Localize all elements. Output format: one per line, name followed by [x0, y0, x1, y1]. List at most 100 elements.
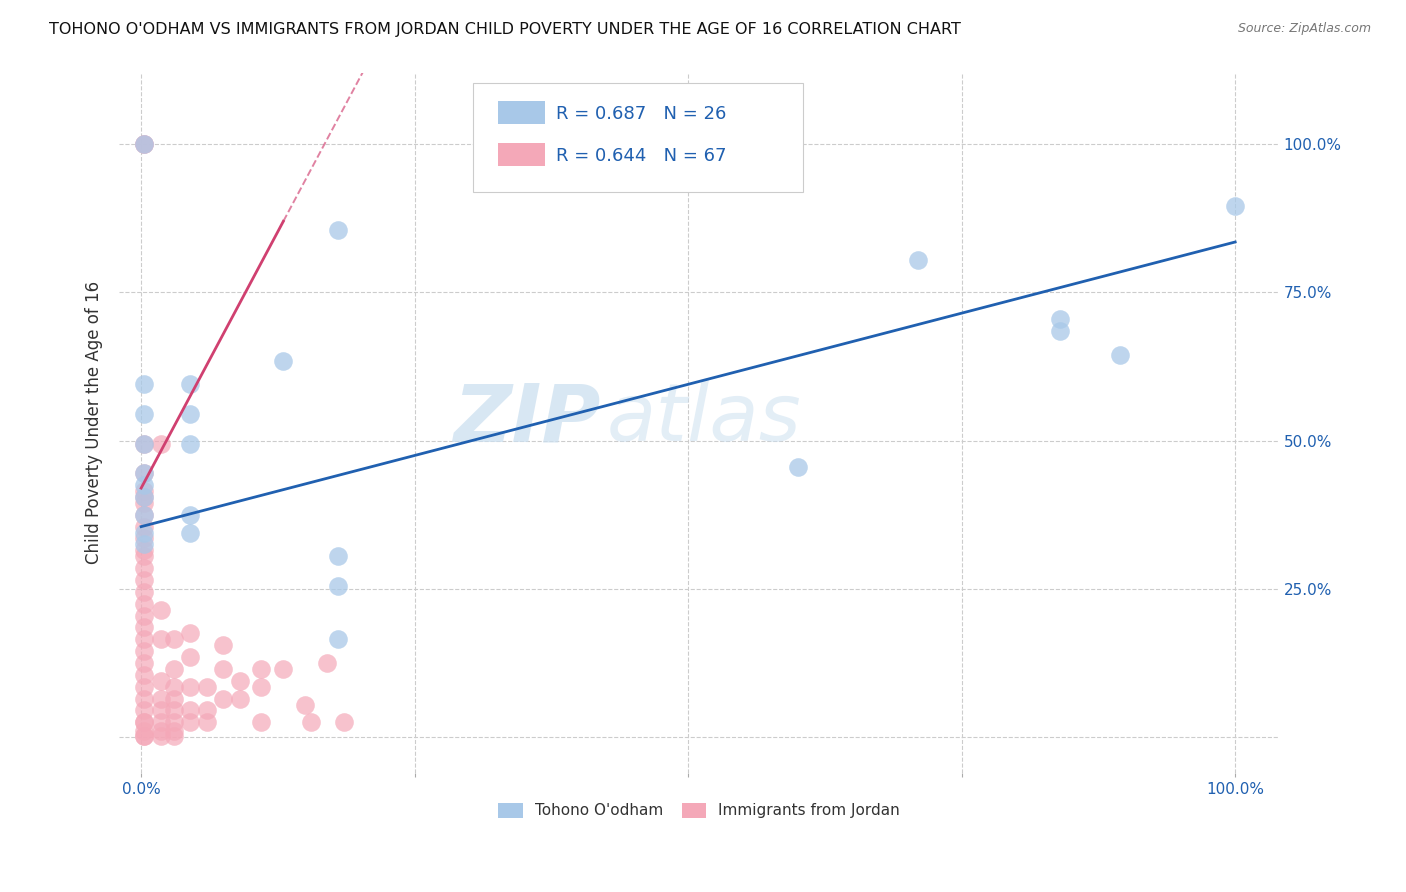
Point	[149, 691, 172, 706]
FancyBboxPatch shape	[472, 84, 803, 192]
Point	[134, 620, 156, 634]
Point	[212, 662, 235, 676]
Point	[195, 680, 218, 694]
Point	[149, 715, 172, 730]
Point	[134, 478, 156, 492]
Point	[163, 632, 186, 647]
Point	[228, 673, 250, 688]
Point	[134, 532, 156, 546]
Point	[134, 537, 156, 551]
Point	[332, 715, 354, 730]
Point	[179, 680, 201, 694]
Point	[134, 543, 156, 558]
Point	[179, 508, 201, 522]
Point	[250, 662, 273, 676]
Point	[134, 508, 156, 522]
Point	[1109, 348, 1132, 362]
Point	[250, 680, 273, 694]
Point	[134, 724, 156, 739]
Point	[195, 715, 218, 730]
Point	[134, 561, 156, 575]
Text: Source: ZipAtlas.com: Source: ZipAtlas.com	[1237, 22, 1371, 36]
Point	[134, 407, 156, 421]
Point	[134, 436, 156, 450]
Point	[786, 460, 808, 475]
Point	[134, 715, 156, 730]
Point	[163, 729, 186, 743]
Point	[179, 626, 201, 640]
Point	[326, 632, 349, 647]
Point	[134, 729, 156, 743]
Point	[149, 729, 172, 743]
Y-axis label: Child Poverty Under the Age of 16: Child Poverty Under the Age of 16	[86, 281, 103, 565]
Point	[149, 703, 172, 717]
Point	[149, 602, 172, 616]
Point	[294, 698, 316, 712]
Point	[134, 644, 156, 658]
Point	[273, 662, 295, 676]
Point	[179, 525, 201, 540]
Point	[149, 724, 172, 739]
Text: TOHONO O'ODHAM VS IMMIGRANTS FROM JORDAN CHILD POVERTY UNDER THE AGE OF 16 CORRE: TOHONO O'ODHAM VS IMMIGRANTS FROM JORDAN…	[49, 22, 962, 37]
Point	[134, 691, 156, 706]
Point	[299, 715, 322, 730]
Point	[134, 680, 156, 694]
Point	[134, 585, 156, 599]
Point	[273, 353, 295, 368]
Point	[1049, 312, 1071, 326]
Point	[134, 467, 156, 481]
Point	[326, 223, 349, 237]
Point	[179, 650, 201, 665]
Point	[134, 715, 156, 730]
Point	[179, 407, 201, 421]
Point	[163, 724, 186, 739]
Point	[134, 549, 156, 564]
Point	[149, 673, 172, 688]
Point	[134, 490, 156, 504]
Point	[228, 691, 250, 706]
Point	[134, 525, 156, 540]
Point	[134, 467, 156, 481]
Point	[134, 608, 156, 623]
Point	[134, 137, 156, 152]
Point	[163, 715, 186, 730]
Point	[179, 436, 201, 450]
Point	[134, 703, 156, 717]
Point	[134, 632, 156, 647]
Point	[163, 703, 186, 717]
Point	[134, 490, 156, 504]
Point	[134, 597, 156, 611]
Point	[316, 656, 339, 670]
Text: R = 0.644   N = 67: R = 0.644 N = 67	[557, 146, 727, 164]
Point	[134, 519, 156, 533]
Point	[134, 573, 156, 587]
FancyBboxPatch shape	[499, 101, 546, 124]
Point	[163, 691, 186, 706]
Point	[326, 549, 349, 564]
FancyBboxPatch shape	[499, 143, 546, 166]
Point	[163, 680, 186, 694]
Point	[163, 662, 186, 676]
Point	[149, 436, 172, 450]
Point	[134, 137, 156, 152]
Point	[212, 691, 235, 706]
Point	[1223, 199, 1246, 213]
Point	[134, 484, 156, 499]
Legend: Tohono O'odham, Immigrants from Jordan: Tohono O'odham, Immigrants from Jordan	[492, 797, 905, 824]
Point	[179, 703, 201, 717]
Point	[250, 715, 273, 730]
Point	[134, 137, 156, 152]
Point	[212, 638, 235, 652]
Point	[149, 632, 172, 647]
Point	[134, 508, 156, 522]
Point	[1049, 324, 1071, 338]
Text: R = 0.687   N = 26: R = 0.687 N = 26	[557, 104, 727, 122]
Point	[179, 715, 201, 730]
Text: ZIP: ZIP	[453, 380, 600, 458]
Point	[326, 579, 349, 593]
Point	[134, 377, 156, 392]
Point	[134, 729, 156, 743]
Point	[195, 703, 218, 717]
Point	[179, 377, 201, 392]
Point	[134, 656, 156, 670]
